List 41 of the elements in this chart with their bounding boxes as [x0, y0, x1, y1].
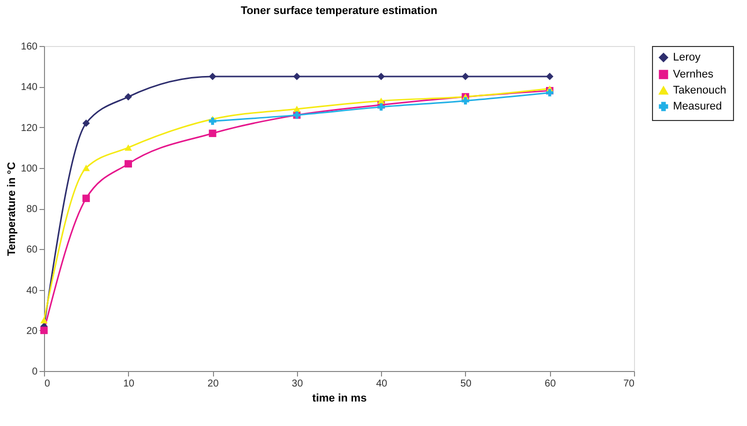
point: [546, 72, 554, 80]
point: [82, 194, 90, 202]
point: [208, 117, 216, 125]
point: [124, 93, 132, 100]
x-tick-label: 70: [623, 378, 635, 390]
x-tick-label: 10: [123, 378, 135, 390]
point: [208, 72, 216, 80]
x-tick-label: 60: [544, 378, 556, 390]
point: [82, 119, 90, 127]
x-tick-label: 40: [376, 378, 388, 390]
y-tick-label: 120: [20, 122, 38, 134]
legend-label: Takenouch: [673, 84, 726, 96]
y-tick-label: 20: [26, 326, 38, 337]
point: [462, 97, 470, 105]
point: [462, 72, 470, 80]
point: [40, 317, 48, 324]
point: [377, 72, 385, 80]
point: [40, 326, 48, 334]
x-tick-label: 0: [44, 378, 50, 390]
x-tick-label: 30: [292, 378, 304, 390]
chart-title: Toner surface temperature estimation: [240, 5, 438, 17]
y-tick-label: 80: [26, 204, 38, 215]
legend-label: Leroy: [673, 52, 702, 64]
point: [124, 160, 132, 168]
point: [208, 130, 216, 138]
legend-label: Vernhes: [673, 68, 714, 80]
y-tick-label: 40: [26, 285, 38, 296]
y-tick-label: 60: [26, 244, 38, 256]
y-axis-title: Temperature in °C: [6, 162, 18, 256]
point: [293, 72, 301, 80]
legend-label: Measured: [673, 100, 722, 112]
y-tick-label: 0: [32, 366, 38, 378]
point: [82, 164, 90, 172]
x-tick-label: 20: [208, 378, 220, 390]
x-tick-label: 50: [460, 378, 472, 390]
y-tick-label: 100: [20, 163, 38, 174]
x-axis-title: time in ms: [312, 392, 367, 404]
point: [546, 89, 554, 96]
point: [124, 144, 132, 151]
y-tick-label: 160: [20, 42, 38, 52]
y-tick-label: 140: [20, 82, 38, 94]
